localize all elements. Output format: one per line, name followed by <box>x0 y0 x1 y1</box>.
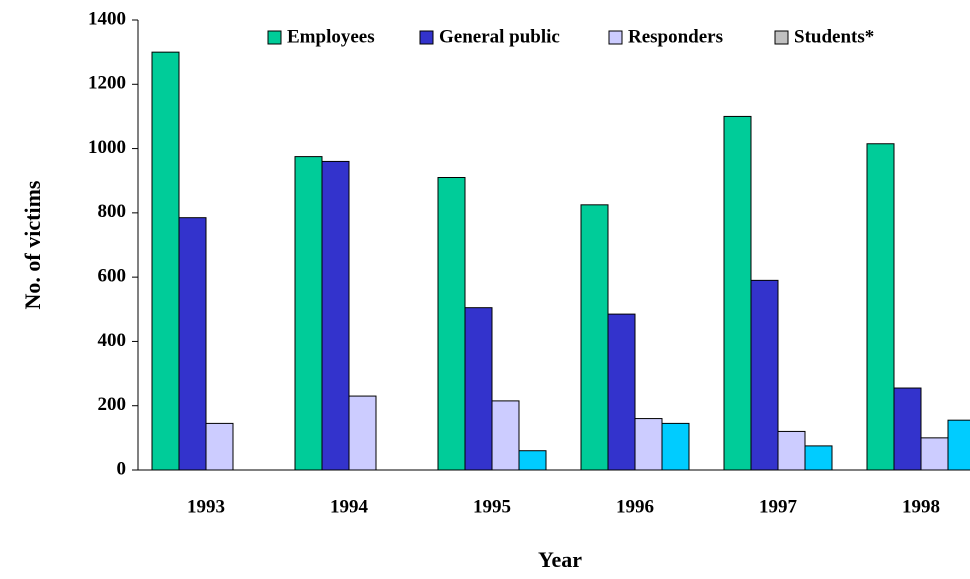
bar <box>178 217 207 471</box>
bar <box>464 307 493 471</box>
x-axis-label: Year <box>538 547 582 572</box>
legend-label: Students* <box>794 26 874 47</box>
bar <box>777 430 806 471</box>
y-tick-label: 1400 <box>88 8 126 29</box>
bar <box>634 418 663 471</box>
bar <box>947 419 970 471</box>
x-tick-label: 1996 <box>616 496 654 517</box>
bar <box>205 422 234 471</box>
x-tick-label: 1995 <box>473 496 511 517</box>
legend-swatch <box>267 30 282 45</box>
bar <box>920 437 949 471</box>
x-tick-label: 1993 <box>187 496 225 517</box>
bar <box>804 445 833 471</box>
y-tick-label: 1200 <box>88 73 126 94</box>
bar <box>151 51 180 471</box>
x-tick-label: 1998 <box>902 496 940 517</box>
bar <box>723 115 752 471</box>
bar <box>607 313 636 471</box>
bar <box>750 279 779 471</box>
y-tick-label: 400 <box>98 330 127 351</box>
bar <box>866 143 895 471</box>
y-tick-label: 200 <box>98 394 127 415</box>
bar <box>321 160 350 471</box>
y-tick-label: 0 <box>117 458 127 479</box>
bar <box>491 400 520 471</box>
y-tick-label: 1000 <box>88 137 126 158</box>
bar <box>348 395 377 471</box>
y-tick-label: 800 <box>98 201 127 222</box>
bar <box>294 156 323 471</box>
bar <box>437 177 466 471</box>
x-tick-label: 1997 <box>759 496 798 517</box>
y-tick-label: 600 <box>98 266 127 287</box>
bar <box>893 387 922 471</box>
x-tick-label: 1994 <box>330 496 369 517</box>
legend-swatch <box>419 30 434 45</box>
legend-label: Employees <box>287 26 375 47</box>
bar <box>580 204 609 471</box>
bar <box>661 422 690 471</box>
legend-swatch <box>608 30 623 45</box>
bar <box>518 450 547 471</box>
y-axis-label: No. of victims <box>20 180 45 309</box>
legend-label: Responders <box>628 26 723 47</box>
legend-swatch <box>774 30 789 45</box>
legend-label: General public <box>439 26 560 47</box>
